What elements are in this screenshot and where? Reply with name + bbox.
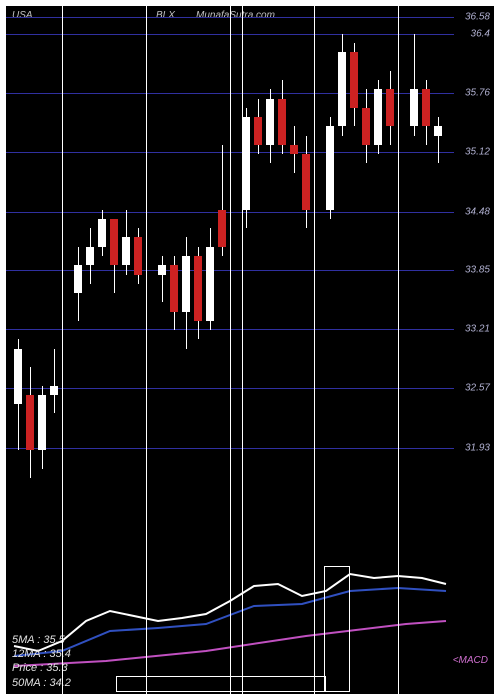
vertical-line [314, 6, 315, 694]
candle-body [290, 145, 298, 154]
y-axis-label: 32.57 [465, 383, 490, 394]
y-axis-label: 35.76 [465, 88, 490, 99]
candle-wick [438, 117, 439, 163]
candle-body [26, 395, 34, 451]
candle-body [158, 265, 166, 274]
y-axis: 36.58 36.4 35.76 35.12 34.48 33.85 33.21 32.57 3… [454, 6, 494, 506]
candle-body [374, 89, 382, 145]
candle-wick [162, 256, 163, 302]
y-axis-label: 31.93 [465, 442, 490, 453]
vertical-line [230, 6, 231, 694]
y-axis-label: 36.58 [465, 12, 490, 23]
candle-body [266, 99, 274, 145]
candle-body [38, 395, 46, 451]
candle-body [50, 386, 58, 395]
ma-lines-svg [6, 506, 494, 694]
candle-body [386, 89, 394, 126]
candle-body [206, 247, 214, 321]
candle-body [422, 89, 430, 126]
candle-body [254, 117, 262, 145]
candle-body [110, 219, 118, 265]
candle-body [350, 52, 358, 108]
vertical-line [242, 6, 243, 694]
candle-body [134, 237, 142, 274]
candle-body [302, 154, 310, 210]
candle-body [434, 126, 442, 135]
y-axis-label: 36.4 [471, 28, 490, 39]
vertical-line [398, 6, 399, 694]
candle-body [86, 247, 94, 266]
vertical-line [62, 6, 63, 694]
chart-container: USA BLX MunafaSutra.com 36.5836.435.7635… [6, 6, 494, 694]
candle-body [338, 52, 346, 126]
candle-body [194, 256, 202, 321]
y-axis-label: 33.21 [465, 324, 490, 335]
candle-body [242, 117, 250, 210]
candle-body [362, 108, 370, 145]
vertical-line [146, 6, 147, 694]
y-axis-label: 33.85 [465, 264, 490, 275]
candle-body [278, 99, 286, 145]
candle-body [122, 237, 130, 265]
candle-body [326, 126, 334, 209]
candle-body [98, 219, 106, 247]
indicator-panel [6, 506, 494, 694]
y-axis-label: 34.48 [465, 206, 490, 217]
candle-body [74, 265, 82, 293]
macd-box [324, 566, 350, 692]
candle-body [410, 89, 418, 126]
candle-body [182, 256, 190, 312]
macd-box [116, 676, 326, 692]
candle-body [170, 265, 178, 311]
candle-wick [54, 349, 55, 414]
candle-body [14, 349, 22, 405]
candle-body [218, 210, 226, 247]
macd-label: <MACD [453, 655, 488, 666]
y-axis-label: 35.12 [465, 147, 490, 158]
